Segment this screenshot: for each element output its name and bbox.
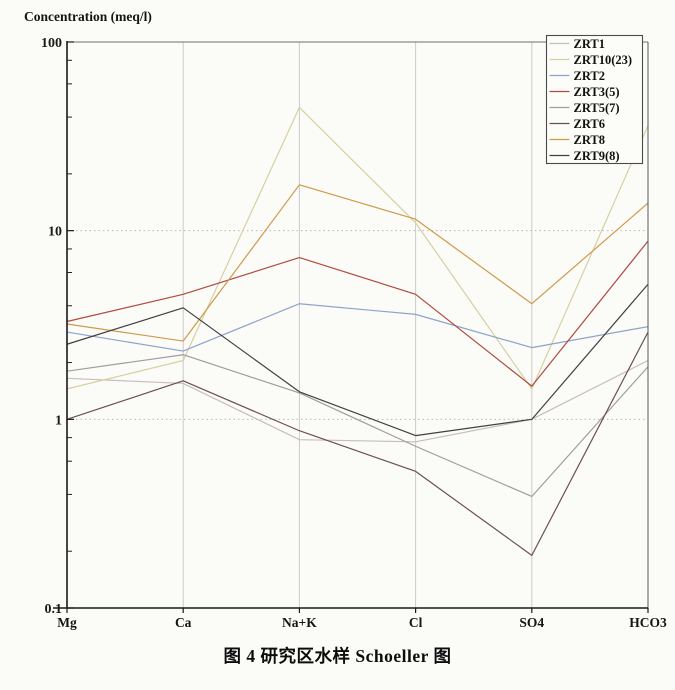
y-tick-label-1: 1 — [55, 413, 62, 428]
schoeller-chart: Concentration (meq/l) 100 10 1 0.1Mg Ca Na+K C… — [24, 9, 667, 630]
x-label-HCO3: HCO3 — [629, 615, 667, 630]
series-line-ZRT8 — [66, 184, 649, 342]
y-axis-title: Concentration (meq/l) — [24, 9, 152, 24]
series-line-ZRT6 — [66, 331, 649, 557]
series-line-ZRT2 — [66, 303, 649, 352]
series-line-ZRT1 — [66, 359, 649, 443]
series-line-ZRT10(23) — [66, 106, 649, 390]
legend-label-ZRT3(5): ZRT3(5) — [574, 85, 620, 99]
x-label-Ca: Ca — [175, 615, 192, 630]
y-tick-label-10: 10 — [48, 225, 62, 240]
legend-label-ZRT1: ZRT1 — [574, 37, 606, 51]
x-label-Cl: Cl — [409, 615, 423, 630]
legend-label-ZRT2: ZRT2 — [574, 69, 606, 83]
legend-label-ZRT10(23): ZRT10(23) — [574, 53, 633, 67]
series-line-ZRT5(7) — [66, 354, 649, 498]
y-tick-label-0.1: 0.1 — [45, 602, 63, 617]
x-label-Na+K: Na+K — [282, 615, 317, 630]
legend-label-ZRT9(8): ZRT9(8) — [574, 149, 620, 163]
chart-layers: 100 10 1 0.1Mg Ca Na+K Cl SO4 HCO3 ZRT1 ZRT10(23) Z… — [41, 34, 667, 630]
series-line-ZRT3(5) — [66, 240, 649, 387]
legend-label-ZRT8: ZRT8 — [574, 133, 606, 147]
legend-label-ZRT5(7): ZRT5(7) — [574, 101, 620, 115]
figure-caption: 图 4 研究区水样 Schoeller 图 — [223, 646, 452, 666]
x-label-Mg: Mg — [57, 615, 77, 630]
series-line-ZRT9(8) — [66, 283, 649, 437]
legend-box — [545, 34, 644, 165]
x-label-SO4: SO4 — [519, 615, 544, 630]
y-tick-label-100: 100 — [41, 36, 62, 51]
legend-label-ZRT6: ZRT6 — [574, 117, 606, 131]
